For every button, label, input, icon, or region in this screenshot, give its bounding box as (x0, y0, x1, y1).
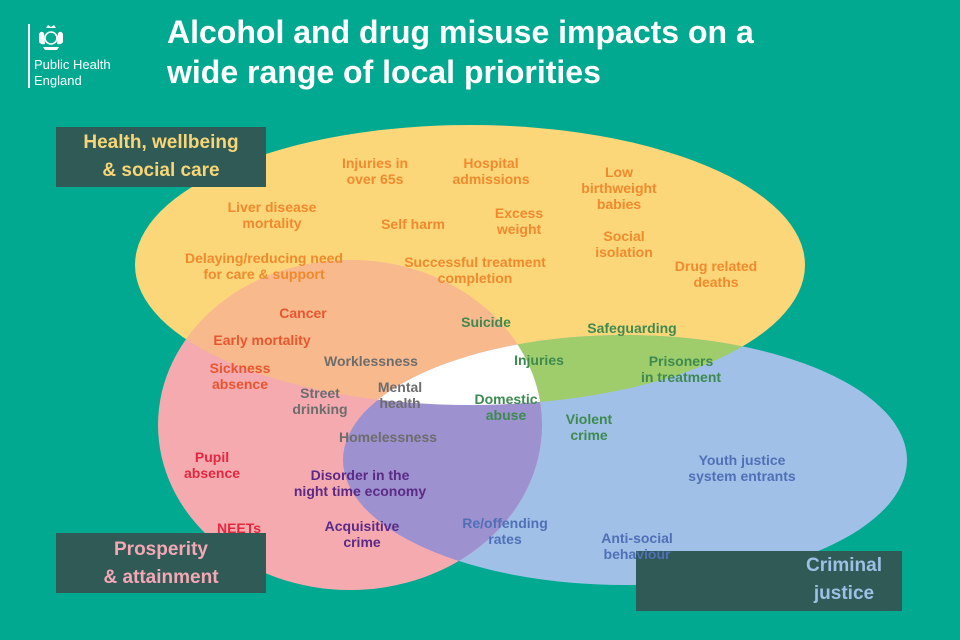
neets: NEETs (216, 520, 262, 536)
page-title-line-1: Alcohol and drug misuse impacts on a (167, 14, 754, 50)
drug-related-deaths: Drug related deaths (674, 258, 758, 290)
injuries-over-65s: Injuries in over 65s (341, 155, 409, 187)
health-label-line-1: Health, wellbeing (83, 132, 239, 153)
worklessness: Worklessness (324, 353, 418, 369)
delaying-reducing-need: Delaying/reducing need for care & support (185, 250, 343, 282)
public-health-england-logo: Public Health England (22, 22, 157, 92)
suicide: Suicide (461, 314, 511, 330)
pupil-absence: Pupil absence (183, 449, 241, 481)
excess-weight: Excess weight (494, 205, 544, 237)
health-prosperity-overlap (158, 260, 542, 405)
prosperity-attainment-label: Prosperity & attainment (56, 533, 266, 593)
youth-justice-system-entrants: Youth justice system entrants (688, 452, 796, 484)
violent-crime: Violent crime (565, 411, 613, 443)
reoffending-rates: Re/offending rates (462, 515, 548, 547)
health-label-line-2: & social care (102, 160, 220, 181)
cancer: Cancer (279, 305, 327, 321)
prisoners-in-treatment: Prisoners in treatment (640, 353, 722, 385)
prosperity-label-line-2: & attainment (103, 567, 219, 588)
safeguarding: Safeguarding (587, 320, 677, 336)
mental-health: Mental health (377, 379, 423, 411)
injuries: Injuries (514, 352, 564, 368)
self-harm: Self harm (381, 216, 445, 232)
hospital-admissions: Hospital admissions (452, 155, 530, 187)
criminal-label-line-1: Criminal (805, 555, 883, 576)
sickness-absence: Sickness absence (209, 360, 271, 392)
anti-social-behaviour: Anti-social behaviour (601, 530, 673, 562)
social-isolation: Social isolation (595, 228, 653, 260)
page-title-line-2: wide range of local priorities (167, 54, 601, 90)
logo-divider (28, 24, 30, 88)
royal-coat-of-arms-icon (39, 25, 63, 50)
liver-disease-mortality: Liver disease mortality (227, 199, 317, 231)
prosperity-label-line-1: Prosperity (114, 539, 208, 560)
successful-treatment-completion: Successful treatment completion (404, 254, 546, 286)
health-wellbeing-label: Health, wellbeing & social care (56, 127, 266, 187)
disorder-night-time-economy: Disorder in the night time economy (293, 467, 427, 499)
acquisitive-crime: Acquisitive crime (324, 518, 400, 550)
criminal-justice-label: Criminal justice (636, 551, 902, 611)
centre-overlap (343, 335, 542, 405)
early-mortality: Early mortality (213, 332, 311, 348)
street-drinking: Street drinking (292, 385, 348, 417)
low-birthweight-babies: Low birthweight babies (581, 164, 657, 212)
homelessness: Homelessness (338, 429, 438, 445)
page-title: Alcohol and drug misuse impacts on a wid… (167, 12, 927, 92)
criminal-label-line-2: justice (813, 583, 875, 604)
domestic-abuse: Domestic abuse (474, 391, 538, 423)
logo-name: Public Health England (34, 57, 111, 88)
